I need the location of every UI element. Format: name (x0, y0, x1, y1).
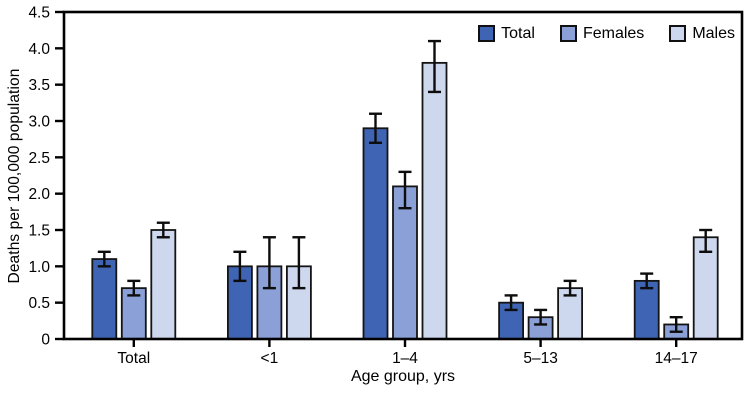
bar-total-1 (91, 258, 118, 340)
legend: Total Females Males (478, 25, 735, 42)
y-tick-label: 3.5 (28, 77, 50, 94)
legend-label-total: Total (501, 24, 535, 42)
bar-total-5 (633, 279, 660, 340)
y-tick-label: 0.5 (28, 295, 50, 312)
error-bar-females-2 (262, 236, 276, 290)
y-axis-title: Deaths per 100,000 population (6, 68, 23, 284)
error-bar-males-4 (563, 279, 577, 297)
y-tick-label: 1.5 (28, 223, 50, 240)
error-bar-males-3 (428, 39, 441, 94)
y-tick-label: 2.5 (28, 150, 50, 167)
legend-swatch-females (559, 25, 577, 42)
bar-males-3 (421, 61, 448, 340)
error-bar-total-2 (233, 250, 247, 283)
legend-label-males: Males (692, 24, 735, 42)
legend-swatch-males (669, 25, 687, 42)
bar-males-2 (285, 265, 312, 340)
error-bar-females-4 (534, 308, 548, 326)
error-bar-total-3 (369, 112, 382, 145)
legend-item-total: Total (478, 25, 535, 42)
y-tick-label: 4.0 (28, 41, 50, 58)
legend-item-females: Females (559, 24, 645, 42)
x-tick-label: 1–4 (392, 350, 418, 367)
bar-males-1 (150, 229, 177, 340)
y-tick-label: 2.0 (28, 186, 50, 203)
error-bar-females-3 (398, 170, 412, 210)
legend-swatch-total (478, 25, 496, 42)
error-bar-total-4 (504, 294, 518, 312)
y-tick-label: 0 (41, 332, 50, 349)
legend-item-males: Males (669, 25, 735, 42)
bar-total-3 (362, 127, 389, 340)
error-bar-females-5 (669, 316, 683, 333)
error-bar-total-5 (640, 272, 654, 290)
error-bar-males-5 (699, 228, 713, 254)
x-tick-label: 5–13 (523, 350, 557, 367)
x-tick-label: 14–17 (655, 350, 698, 367)
bar-males-4 (557, 287, 583, 340)
y-tick-label: 3.0 (28, 114, 50, 131)
y-tick-label: 4.5 (28, 5, 50, 22)
y-tick-label: 1.0 (28, 259, 50, 276)
legend-label-females: Females (582, 24, 645, 42)
x-tick-label: <1 (261, 350, 279, 367)
bar-males-5 (692, 236, 719, 340)
error-bar-males-1 (156, 221, 170, 239)
x-axis-title: Age group, yrs (350, 368, 456, 385)
error-bar-males-2 (292, 236, 306, 290)
axis-box (62, 10, 744, 341)
error-bar-females-1 (127, 279, 141, 297)
error-bar-total-1 (97, 250, 111, 268)
x-tick-label: Total (117, 350, 150, 367)
